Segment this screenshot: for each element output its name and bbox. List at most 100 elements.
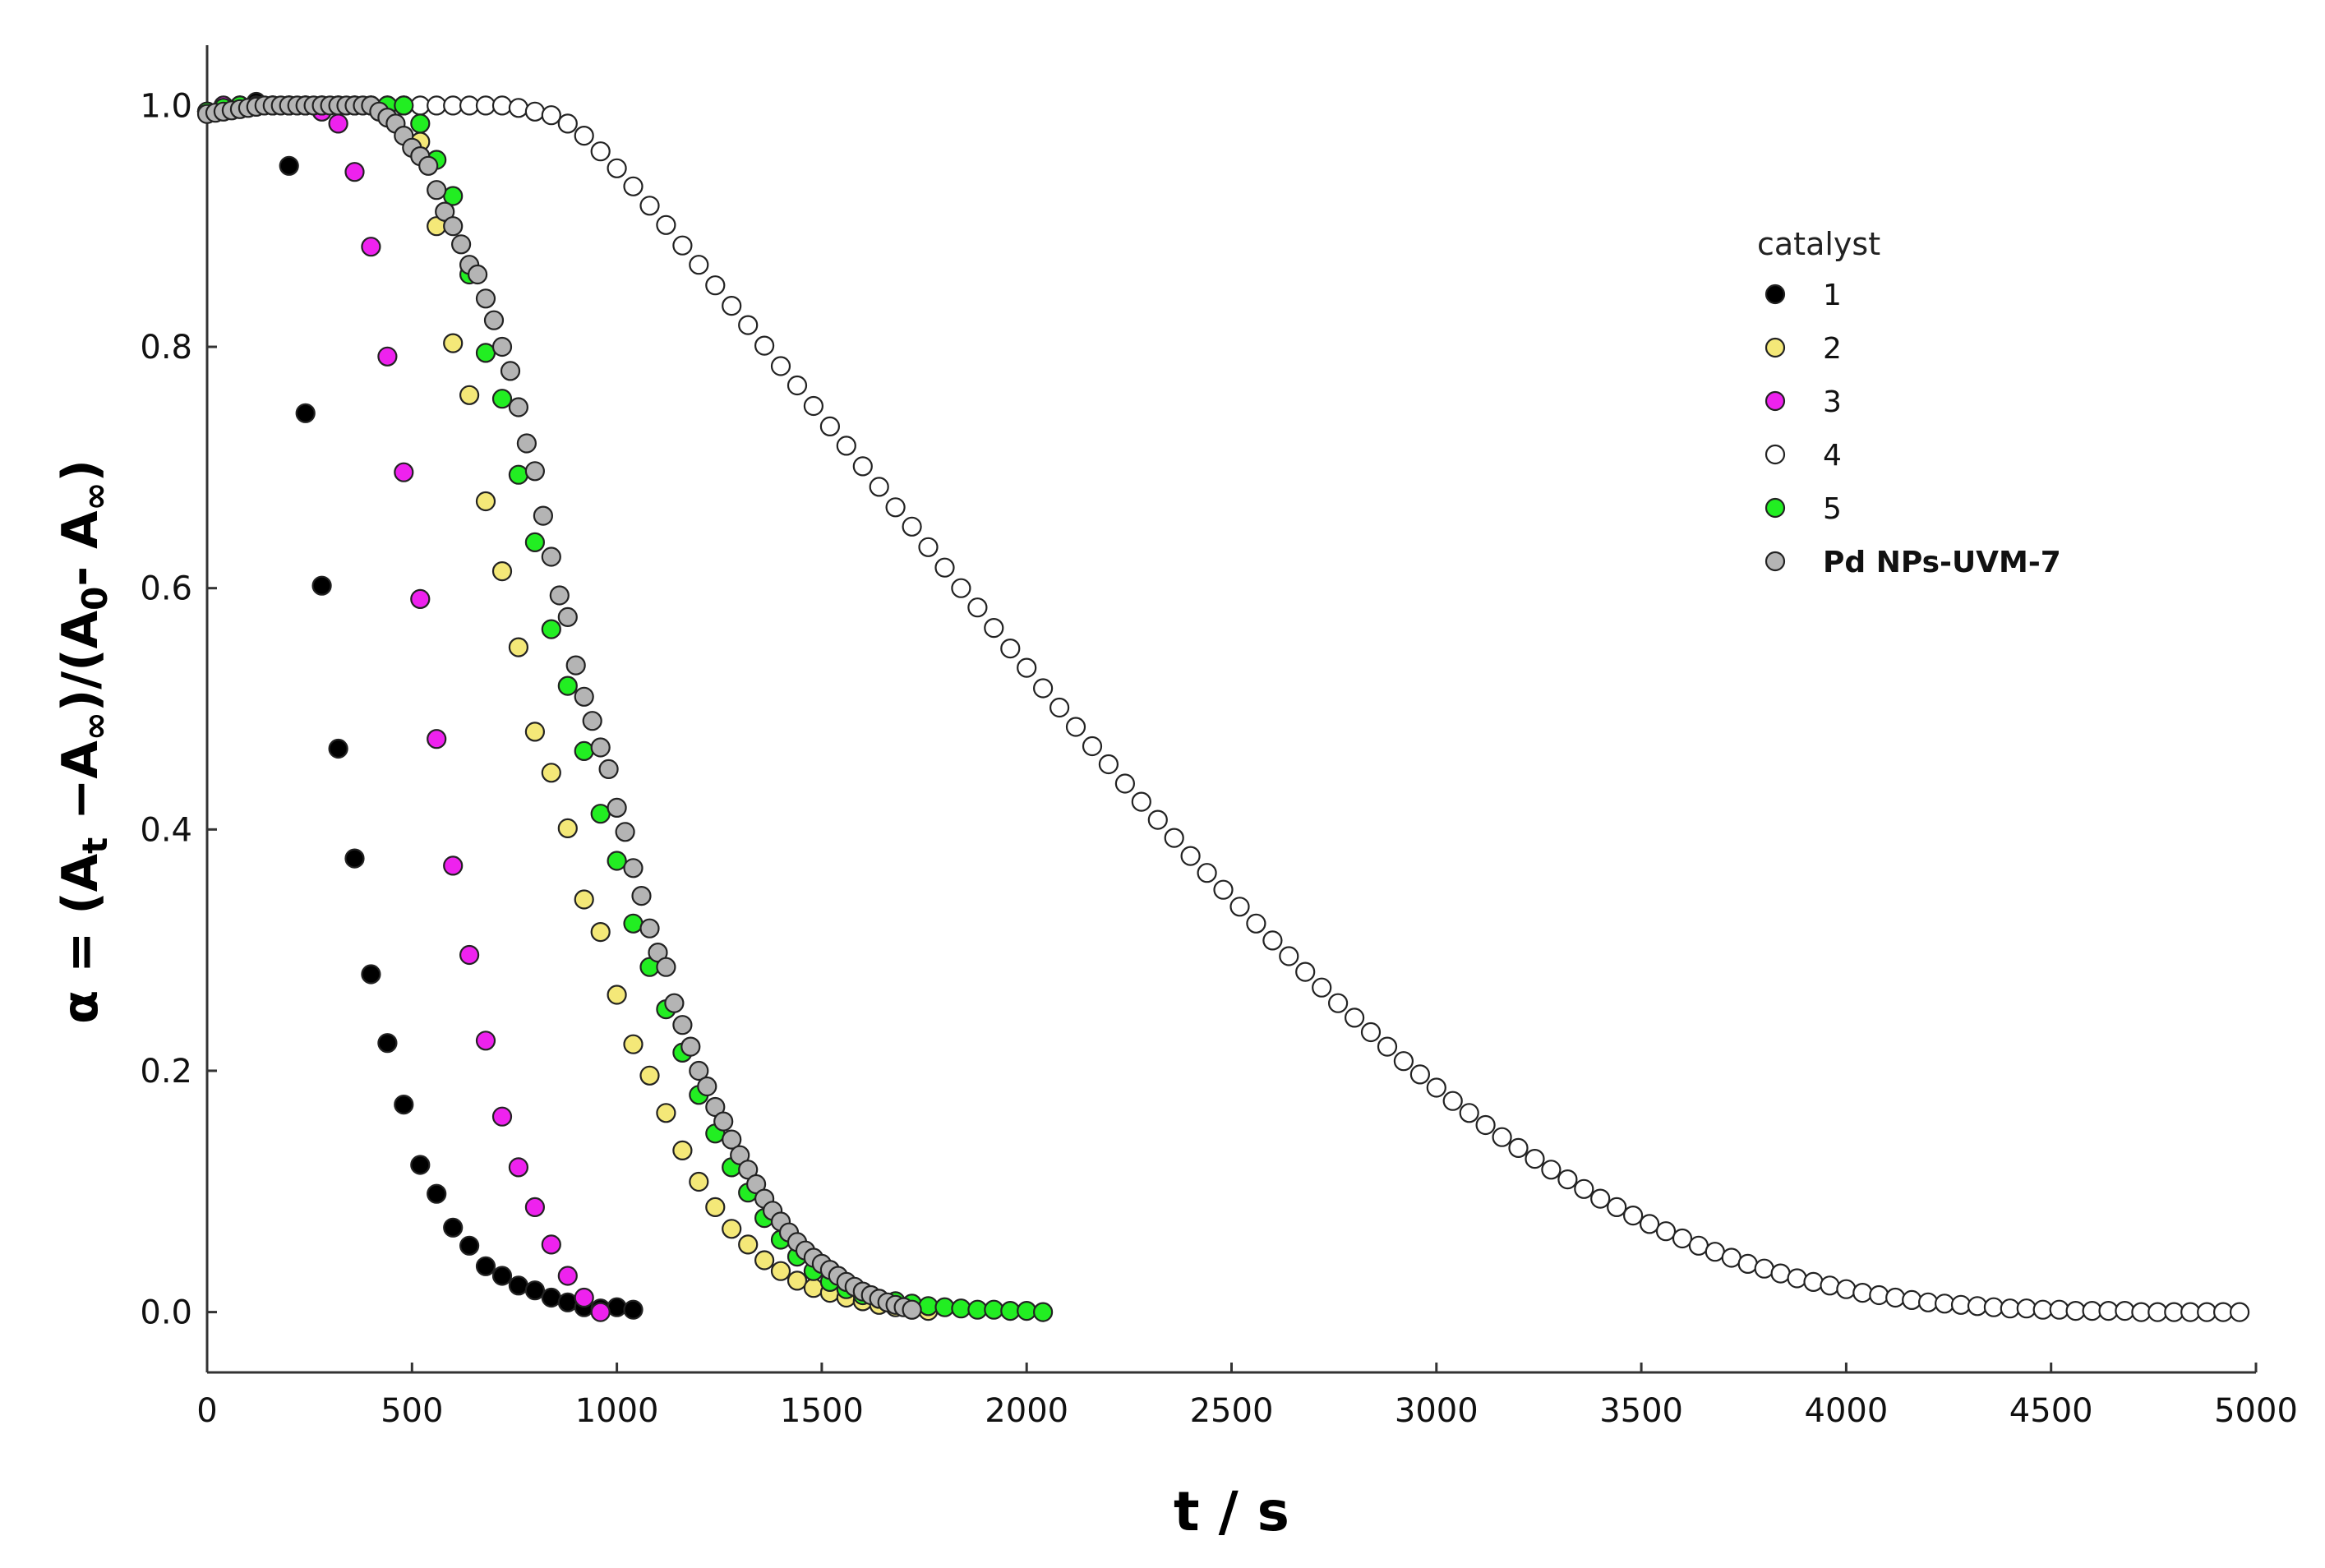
data-point	[459, 944, 480, 966]
legend-marker	[1765, 551, 1786, 572]
data-point	[557, 1292, 578, 1312]
data-point	[615, 822, 635, 842]
data-point	[656, 214, 676, 235]
data-point	[2213, 1302, 2234, 1322]
data-point	[2098, 1300, 2119, 1321]
data-point	[1852, 1282, 1873, 1303]
data-point	[508, 1275, 529, 1296]
data-point	[361, 964, 381, 985]
data-point	[689, 255, 709, 275]
data-point	[574, 740, 594, 762]
data-point	[1393, 1051, 1414, 1072]
data-point	[623, 176, 644, 196]
data-point	[491, 1266, 513, 1286]
data-point	[1049, 697, 1070, 718]
data-point	[1065, 717, 1086, 737]
data-point	[607, 985, 627, 1005]
data-point	[607, 851, 627, 871]
data-point	[427, 95, 447, 116]
data-point	[475, 1031, 496, 1051]
data-point	[1000, 1300, 1021, 1321]
data-point	[722, 1219, 742, 1239]
data-point	[1229, 897, 1250, 917]
data-point	[2131, 1302, 2152, 1322]
y-tick-label: 0.4	[140, 811, 192, 849]
data-point	[639, 918, 660, 938]
y-title-sub-inf2: ∞	[75, 482, 115, 510]
legend-items: 1 2 3 4 5 Pd NPs-UVM-7	[1765, 279, 2061, 579]
data-point	[295, 403, 316, 423]
data-point	[1114, 773, 1136, 794]
data-point	[639, 196, 660, 216]
data-point	[1409, 1064, 1431, 1085]
data-point	[656, 957, 676, 977]
data-point	[1475, 1114, 1496, 1136]
data-point	[918, 1296, 939, 1317]
data-point	[418, 155, 439, 176]
y-title-minus2: - A	[52, 510, 109, 587]
data-point	[427, 180, 447, 201]
data-point	[541, 105, 561, 126]
data-point	[1344, 1008, 1365, 1028]
data-point	[508, 637, 529, 657]
x-tick-label: 1500	[780, 1392, 864, 1430]
data-point	[533, 505, 554, 526]
data-point	[427, 1183, 447, 1204]
data-point	[1869, 1284, 1889, 1306]
data-point	[1983, 1297, 2004, 1317]
data-point	[967, 597, 988, 618]
data-point	[1147, 809, 1168, 830]
data-point	[623, 1034, 644, 1054]
data-point	[574, 126, 594, 146]
data-point	[279, 155, 299, 176]
data-point	[1295, 962, 1316, 982]
data-point	[328, 113, 348, 134]
data-point	[361, 237, 381, 257]
legend-label: Pd NPs-UVM-7	[1823, 546, 2061, 579]
legend-marker	[1765, 337, 1786, 358]
data-point	[607, 797, 627, 819]
data-point	[689, 1171, 709, 1192]
data-point	[1836, 1279, 1857, 1299]
data-point	[541, 619, 561, 639]
y-tick-label: 1.0	[140, 87, 192, 125]
data-point	[1508, 1137, 1529, 1159]
data-point	[1377, 1036, 1398, 1057]
y-title-sub-t: t	[75, 837, 115, 854]
data-point	[1197, 863, 1217, 883]
data-point	[722, 1129, 742, 1150]
y-title-minus1: −A	[52, 740, 109, 837]
y-title-sub-inf1: ∞	[75, 712, 115, 740]
data-point	[738, 315, 759, 335]
data-point	[705, 1197, 726, 1218]
data-point	[524, 532, 546, 553]
data-point	[328, 738, 348, 759]
data-point	[1639, 1214, 1660, 1234]
data-point	[680, 1036, 701, 1057]
data-point	[491, 336, 513, 357]
data-point	[1574, 1178, 1594, 1199]
data-point	[1525, 1148, 1545, 1169]
data-point	[475, 288, 496, 309]
data-point	[607, 1297, 627, 1317]
x-axis-title: t / s	[1174, 1480, 1289, 1543]
data-point	[787, 375, 808, 396]
data-point	[1213, 879, 1234, 900]
y-tick-label: 0.0	[140, 1294, 192, 1332]
data-point	[541, 1234, 561, 1255]
data-point	[918, 537, 939, 557]
data-point	[443, 1217, 464, 1238]
data-point	[885, 497, 906, 518]
x-tick-label: 4000	[1805, 1392, 1889, 1430]
legend-marker	[1765, 390, 1786, 412]
legend-label: 2	[1823, 332, 1842, 366]
data-point	[697, 1076, 717, 1097]
data-point	[787, 1271, 808, 1291]
data-point	[459, 385, 480, 405]
data-point	[1164, 828, 1184, 848]
data-point	[984, 617, 1004, 639]
data-point	[2180, 1302, 2201, 1322]
y-ticks: 0.0 0.2 0.4 0.6 0.8 1.0	[140, 87, 217, 1332]
